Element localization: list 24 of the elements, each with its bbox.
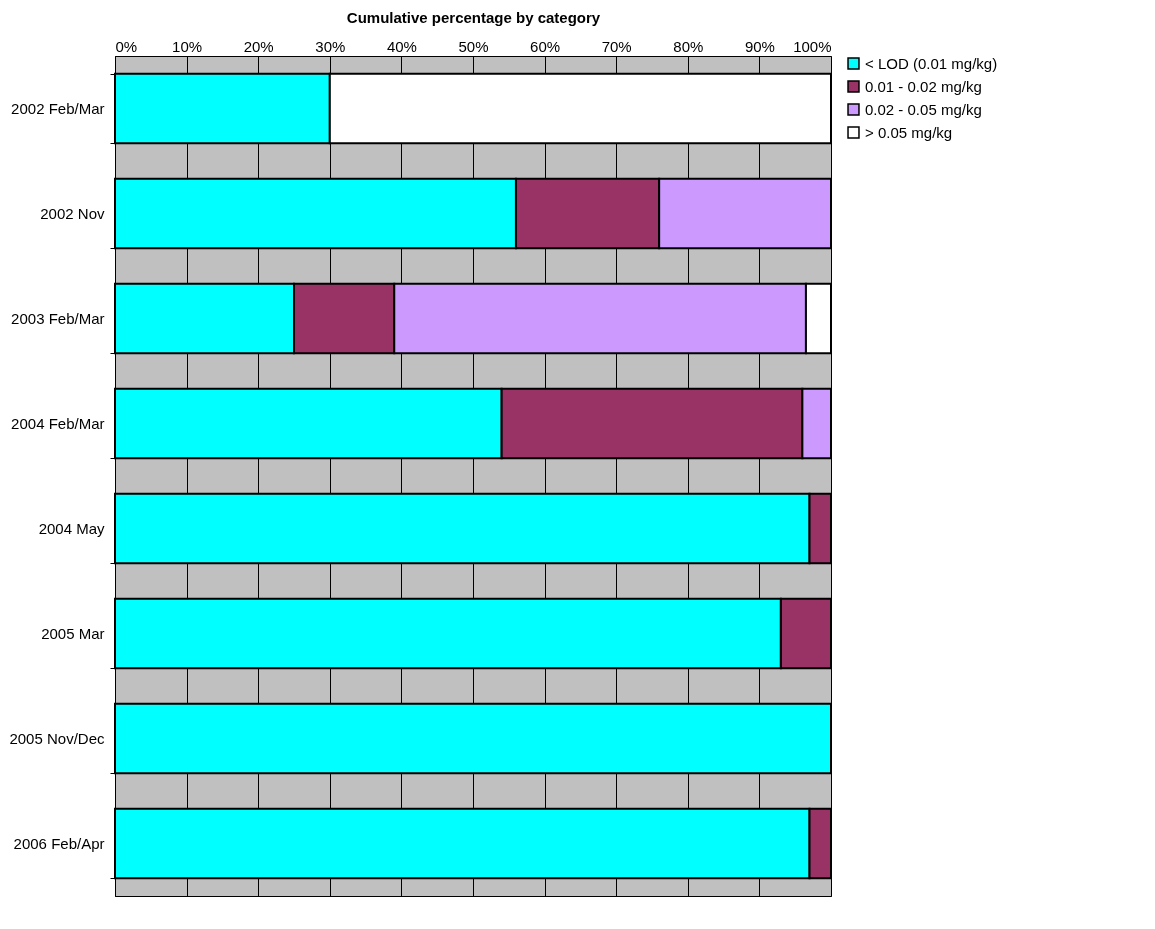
y-tick-label: 2006 Feb/Apr [13,835,105,852]
x-tick-label: 30% [315,37,346,55]
y-tick-label: 2002 Nov [40,205,105,222]
x-tick-label: 60% [530,37,561,55]
x-tick-label: 10% [172,37,203,55]
x-tick-label: 0% [115,37,138,55]
legend-label: 0.02 - 0.05 mg/kg [865,100,982,118]
y-tick-label: 2005 Nov/Dec [9,730,105,747]
x-axis-title: Cumulative percentage by category [346,8,601,26]
x-tick-label: 80% [673,37,704,55]
x-tick-label: 90% [744,37,775,55]
y-tick-label: 2004 May [38,520,105,537]
x-tick-label: 100% [793,37,832,55]
x-tick-label: 50% [458,37,489,55]
x-tick-label: 70% [601,37,632,55]
x-tick-label: 40% [386,37,417,55]
y-tick-label: 2005 Mar [41,625,105,642]
legend-label: > 0.05 mg/kg [865,123,953,141]
legend-label: < LOD (0.01 mg/kg) [865,54,998,72]
legend-label: 0.01 - 0.02 mg/kg [865,77,982,95]
y-tick-label: 2002 Feb/Mar [11,100,105,117]
x-tick-label: 20% [243,37,274,55]
y-tick-label: 2004 Feb/Mar [11,415,105,432]
y-tick-label: 2003 Feb/Mar [11,310,105,327]
